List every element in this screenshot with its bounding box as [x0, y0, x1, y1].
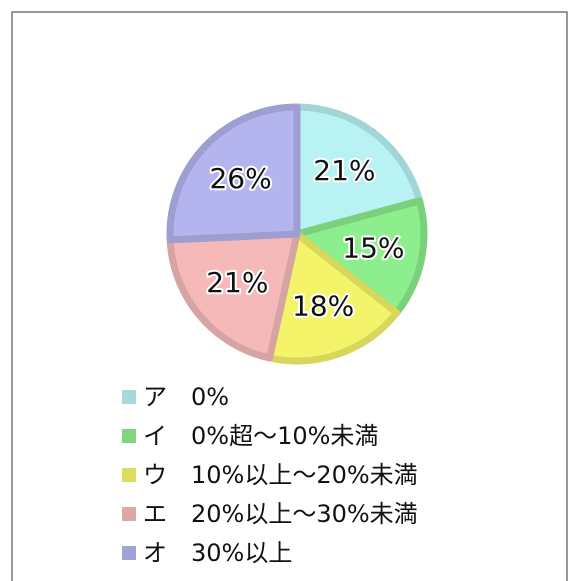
legend-swatch — [122, 468, 136, 482]
legend-swatch — [122, 390, 136, 404]
value-label: 21% — [313, 154, 375, 187]
legend-label: イ 0%超～10%未満 — [143, 422, 378, 450]
value-label: 21% — [206, 266, 268, 299]
pie-slice — [293, 103, 424, 238]
legend-label: ア 0% — [143, 383, 229, 411]
legend-label: エ 20%以上～30%未満 — [143, 500, 418, 528]
pie-slice — [166, 230, 301, 362]
legend-swatch — [122, 546, 136, 560]
value-label: 15% — [342, 232, 404, 265]
legend-label: オ 30%以上 — [143, 539, 292, 567]
legend-swatch — [122, 507, 136, 521]
legend-swatch — [122, 429, 136, 443]
legend-label: ウ 10%以上～20%未満 — [143, 461, 418, 489]
frame — [11, 11, 568, 581]
pie-slice — [293, 197, 428, 317]
value-label: 18% — [292, 289, 354, 322]
value-label: 26% — [209, 162, 271, 195]
pie-slice — [266, 230, 401, 365]
pie-slice — [166, 103, 301, 244]
